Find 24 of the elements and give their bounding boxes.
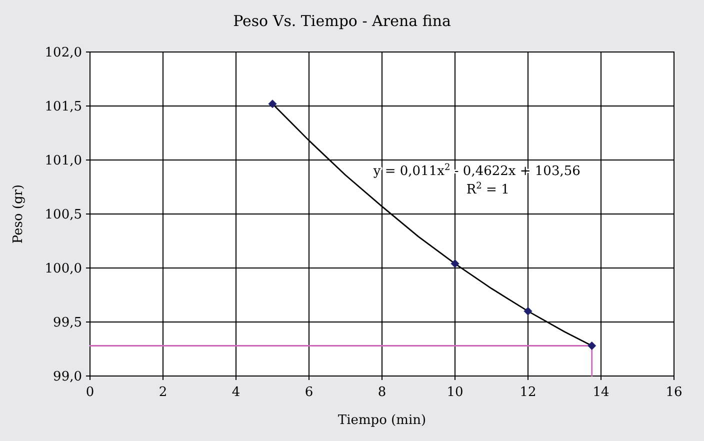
x-tick-label: 6 [304,385,314,400]
x-tick-label: 16 [666,385,682,400]
point [268,100,277,108]
x-tick-label: 12 [520,385,536,400]
x-axis-title: Tiempo (min) [338,413,426,428]
y-tick-label: 101,5 [44,100,82,114]
x-tick-label: 0 [86,385,94,400]
x-tick-label: 10 [446,385,464,400]
y-tick-label: 102,0 [44,46,82,60]
y-tick-label: 99,5 [53,316,82,330]
x-tick-label: 2 [158,385,168,400]
point [524,306,532,316]
point [450,259,460,268]
y-axis-title: Peso (gr) [11,184,26,244]
annotation: R$^{2}$ = 1 [466,181,510,198]
x-tick-label: 4 [232,385,240,400]
x-tick-label: 8 [378,385,386,400]
y-tick-label: 100,5 [44,208,82,222]
x-tick-label: 14 [592,385,610,400]
chart-title: Peso Vs. Tiempo - Arena fina [233,12,451,30]
y-tick-label: 100,0 [44,262,82,276]
y-tick-label: 99,0 [53,370,82,384]
y-tick-label: 101,0 [44,154,82,168]
point [588,342,596,350]
